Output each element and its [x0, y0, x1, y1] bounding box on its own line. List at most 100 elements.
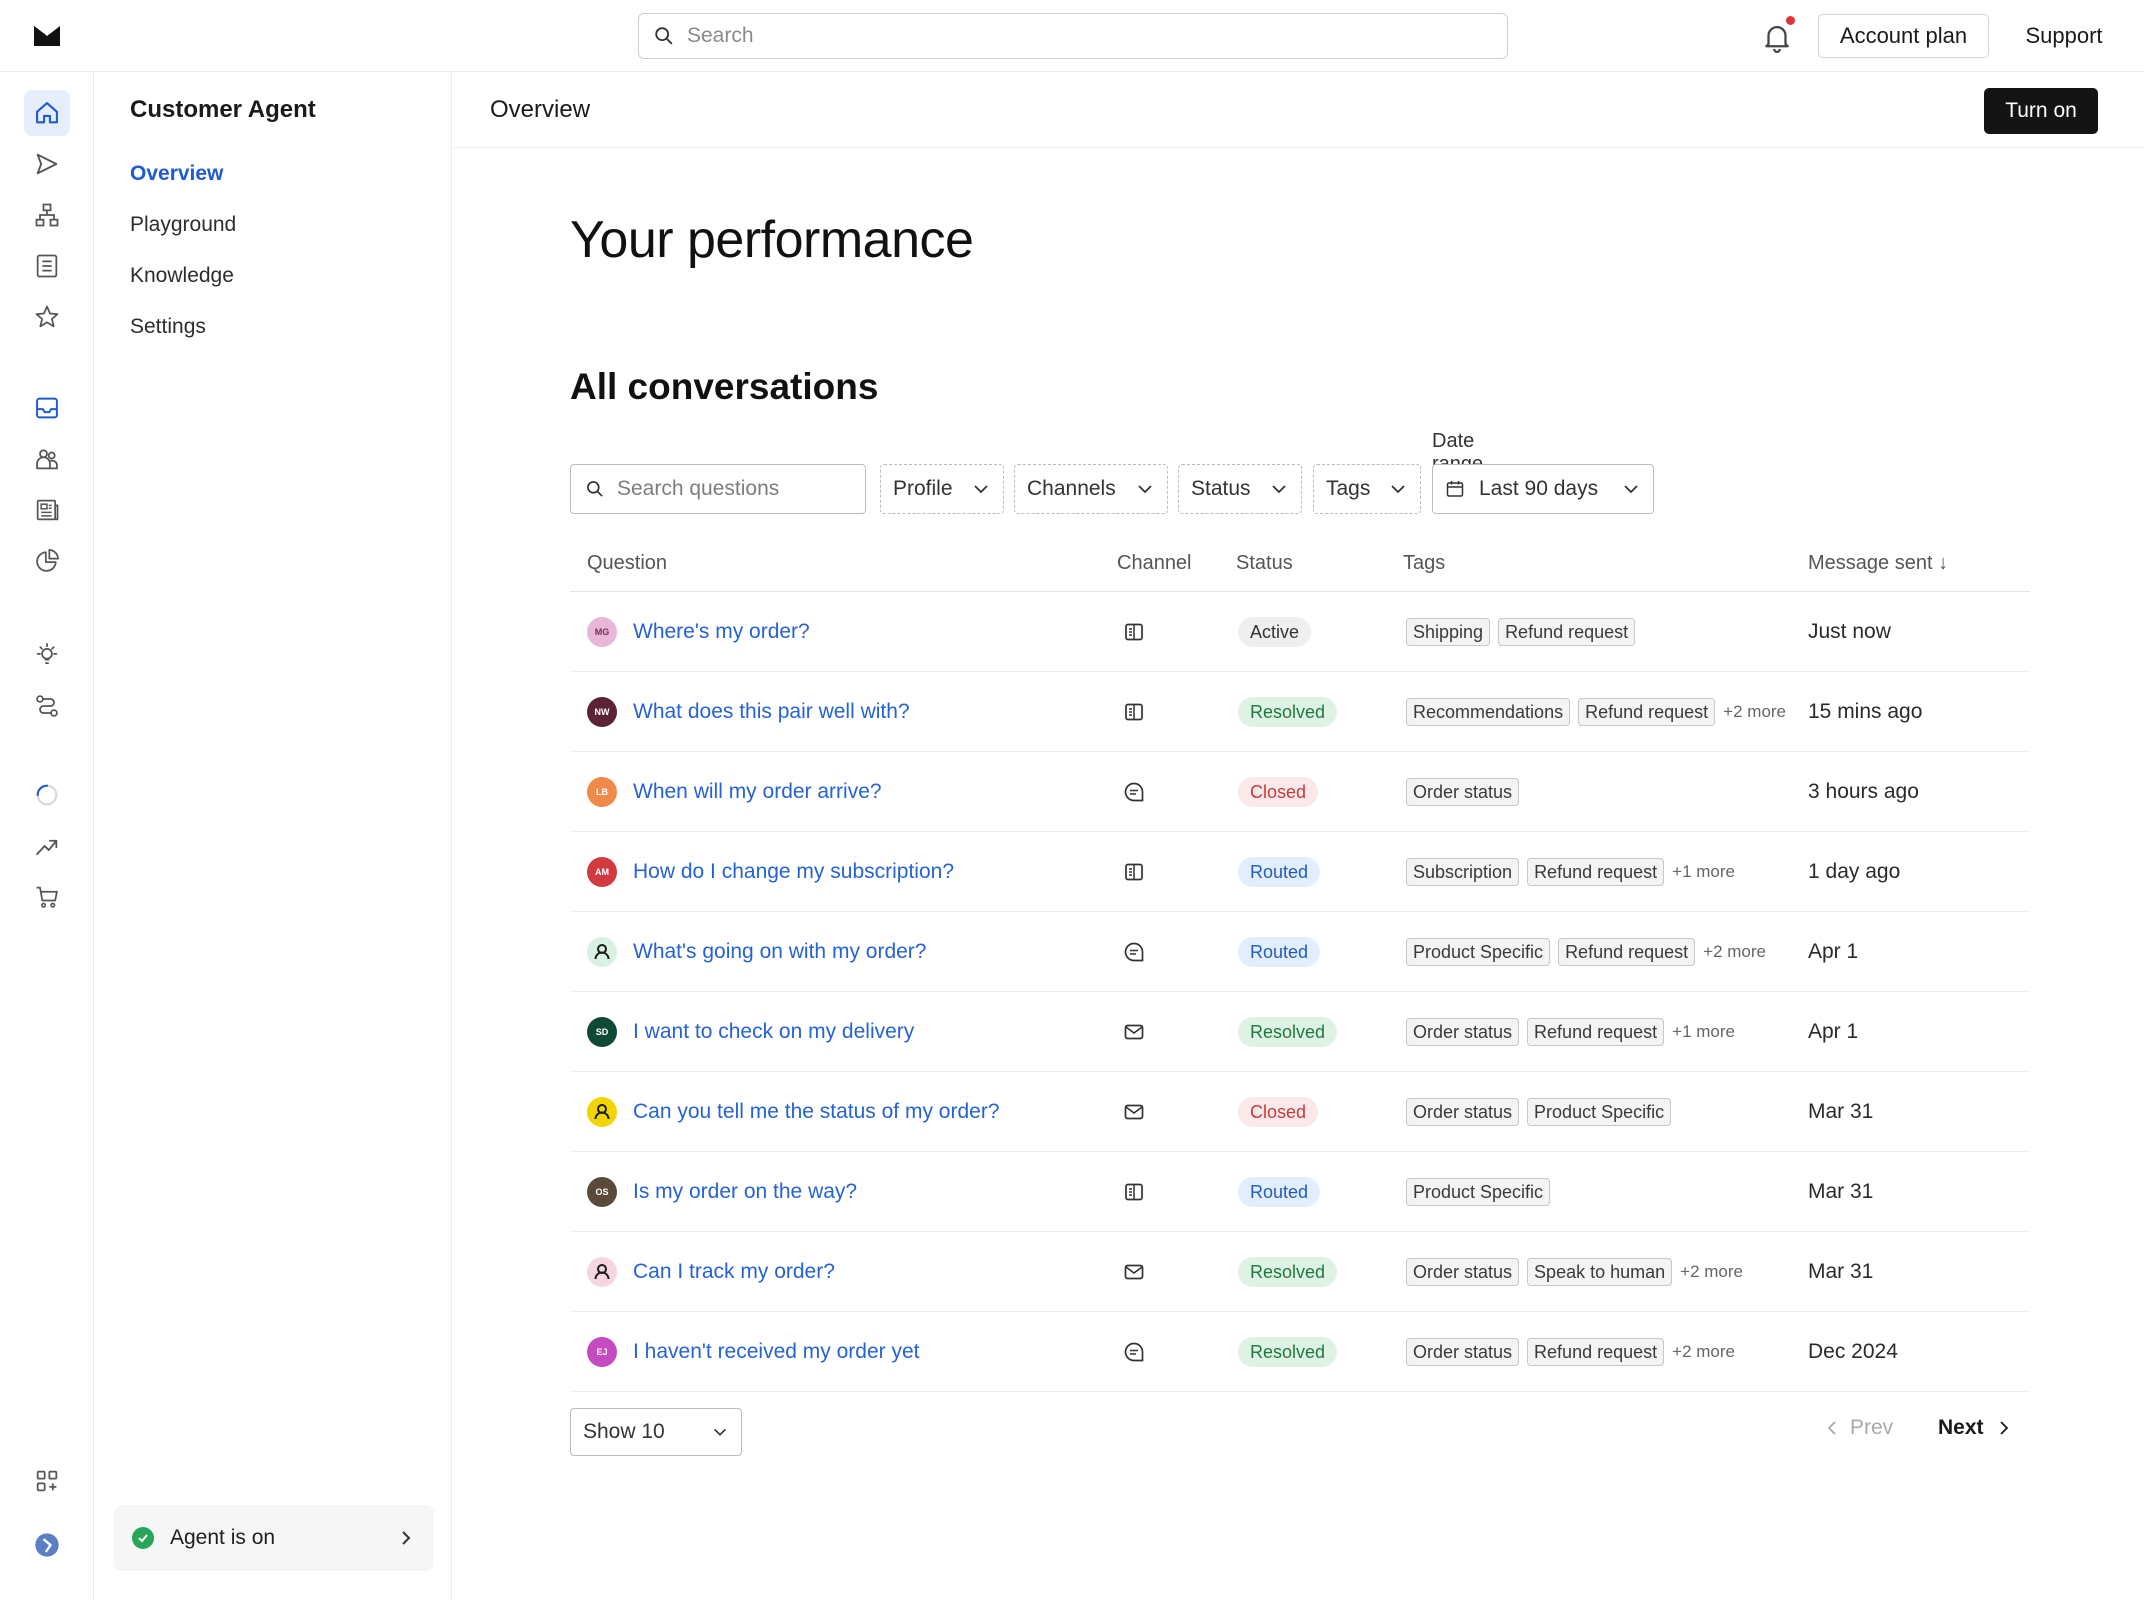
star-icon[interactable] — [24, 294, 70, 340]
question-link[interactable]: Where's my order? — [633, 620, 810, 643]
calendar-icon — [1446, 481, 1464, 497]
prev-page-button[interactable]: Prev — [1822, 1416, 1893, 1440]
message-sent-time: 15 mins ago — [1808, 700, 1923, 723]
question-link[interactable]: Is my order on the way? — [633, 1180, 858, 1203]
table-row[interactable]: AM How do I change my subscription? Rout… — [570, 832, 2030, 912]
status-filter[interactable]: Status — [1178, 464, 1302, 514]
newspaper-icon[interactable] — [24, 487, 70, 533]
global-search[interactable] — [638, 13, 1508, 59]
page-size-select[interactable]: Show 10 — [570, 1408, 742, 1456]
question-search[interactable] — [570, 464, 866, 514]
loading-circle-icon[interactable] — [24, 772, 70, 818]
turn-on-button[interactable]: Turn on — [1984, 88, 2098, 134]
more-tags-link[interactable]: +2 more — [1703, 942, 1766, 961]
question-link[interactable]: When will my order arrive? — [633, 780, 882, 803]
question-link[interactable]: I want to check on my delivery — [633, 1020, 915, 1043]
more-tags-link[interactable]: +1 more — [1672, 862, 1735, 881]
tag: Refund request — [1498, 618, 1636, 646]
question-link[interactable]: What's going on with my order? — [633, 940, 927, 963]
global-search-input[interactable] — [687, 24, 1447, 48]
table-row[interactable]: Can you tell me the status of my order? … — [570, 1072, 2030, 1152]
table-row[interactable]: LB When will my order arrive? Closed Ord… — [570, 752, 2030, 832]
conversations-heading: All conversations — [570, 366, 879, 407]
support-button[interactable]: Support — [2004, 14, 2124, 58]
send-icon[interactable] — [24, 141, 70, 187]
chevron-down-icon — [1138, 485, 1152, 494]
question-link[interactable]: Can you tell me the status of my order? — [633, 1100, 1000, 1123]
column-message-sent[interactable]: Message sent ↓ — [1808, 552, 1949, 574]
avatar-icon[interactable] — [24, 1522, 70, 1568]
table-row[interactable]: OS Is my order on the way? Routed Produc… — [570, 1152, 2030, 1232]
status-badge: Resolved — [1238, 697, 1338, 727]
apps-icon[interactable] — [24, 1458, 70, 1504]
sent-cell: 15 mins ago — [1808, 672, 1922, 752]
table-row[interactable]: SD I want to check on my delivery Resolv… — [570, 992, 2030, 1072]
column-question[interactable]: Question — [587, 552, 668, 574]
conversations-table: Question Channel Status Tags Message sen… — [570, 536, 2030, 1392]
cart-icon[interactable] — [24, 874, 70, 920]
table-row[interactable]: EJ I haven't received my order yet Resol… — [570, 1312, 2030, 1392]
document-list-icon[interactable] — [24, 243, 70, 289]
tags-cell: Order status Refund request +2 more — [1406, 1312, 1808, 1392]
question-link[interactable]: What does this pair well with? — [633, 700, 910, 723]
search-icon — [655, 27, 673, 45]
column-channel[interactable]: Channel — [1117, 552, 1192, 574]
more-tags-link[interactable]: +1 more — [1672, 1022, 1735, 1041]
more-tags-link[interactable]: +2 more — [1672, 1342, 1735, 1361]
table-body: MG Where's my order? Active Shipping Refu… — [570, 592, 2030, 1392]
date-range-picker[interactable]: Last 90 days — [1432, 464, 1654, 514]
profile-filter-label: Profile — [893, 477, 953, 500]
question-cell: SD I want to check on my delivery — [587, 992, 914, 1072]
table-row[interactable]: NW What does this pair well with? Resolv… — [570, 672, 2030, 752]
home-icon[interactable] — [24, 90, 70, 136]
pie-chart-icon[interactable] — [24, 538, 70, 584]
flow-icon[interactable] — [24, 683, 70, 729]
tag: Product Specific — [1406, 1178, 1551, 1206]
question-link[interactable]: How do I change my subscription? — [633, 860, 954, 883]
tag: Order status — [1406, 1098, 1520, 1126]
column-tags[interactable]: Tags — [1403, 552, 1446, 574]
nav-item-knowledge[interactable]: Knowledge — [130, 264, 234, 287]
nav-item-playground[interactable]: Playground — [130, 213, 237, 236]
lightbulb-icon[interactable] — [24, 632, 70, 678]
agent-status-panel[interactable]: Agent is on — [114, 1505, 434, 1571]
inbox-icon[interactable] — [24, 385, 70, 431]
chevron-down-icon — [1624, 485, 1638, 494]
tags-filter-label: Tags — [1326, 477, 1371, 500]
status-cell: Closed — [1238, 1072, 1319, 1152]
status-cell: Resolved — [1238, 1232, 1338, 1312]
notification-bell-icon[interactable] — [1760, 20, 1794, 54]
more-tags-link[interactable]: +2 more — [1680, 1262, 1743, 1281]
status-badge: Resolved — [1238, 1337, 1338, 1367]
message-bubble-icon — [1122, 752, 1146, 832]
trend-up-icon[interactable] — [24, 823, 70, 869]
account-plan-button[interactable]: Account plan — [1818, 14, 1989, 58]
more-tags-link[interactable]: +2 more — [1723, 702, 1787, 721]
people-icon[interactable] — [24, 436, 70, 482]
table-row[interactable]: Can I track my order? Resolved Order sta… — [570, 1232, 2030, 1312]
avatar: EJ — [587, 1337, 617, 1367]
question-cell: EJ I haven't received my order yet — [587, 1312, 919, 1392]
nav-item-overview[interactable]: Overview — [130, 162, 224, 185]
table-row[interactable]: MG Where's my order? Active Shipping Refu… — [570, 592, 2030, 672]
tag: Order status — [1406, 778, 1520, 806]
question-search-input[interactable] — [617, 477, 857, 501]
column-status[interactable]: Status — [1236, 552, 1293, 574]
tag: Speak to human — [1527, 1258, 1673, 1286]
sent-cell: 3 hours ago — [1808, 752, 1919, 832]
org-chart-icon[interactable] — [24, 192, 70, 238]
channels-filter[interactable]: Channels — [1014, 464, 1168, 514]
question-link[interactable]: Can I track my order? — [633, 1260, 835, 1283]
nav-item-settings[interactable]: Settings — [130, 315, 206, 338]
table-row[interactable]: What's going on with my order? Routed Pr… — [570, 912, 2030, 992]
chevron-down-icon — [714, 1428, 726, 1436]
profile-filter[interactable]: Profile — [880, 464, 1004, 514]
tag: Order status — [1406, 1258, 1520, 1286]
logo-icon[interactable] — [34, 26, 60, 46]
tags-cell: Subscription Refund request +1 more — [1406, 832, 1808, 912]
question-link[interactable]: I haven't received my order yet — [633, 1340, 920, 1363]
next-page-button[interactable]: Next — [1938, 1416, 2014, 1440]
tags-filter[interactable]: Tags — [1313, 464, 1421, 514]
prev-label: Prev — [1850, 1416, 1894, 1439]
channels-filter-label: Channels — [1027, 477, 1116, 500]
